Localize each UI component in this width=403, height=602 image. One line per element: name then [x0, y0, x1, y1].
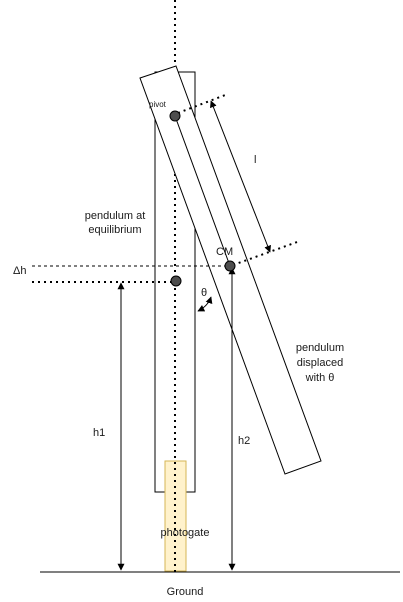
theta-label: θ [201, 287, 207, 299]
equilibrium-label-line1: pendulum at [85, 210, 146, 222]
h2-label: h2 [238, 435, 250, 447]
photogate-label: photogate [161, 527, 210, 539]
displaced-label-line3: with θ [305, 372, 335, 384]
delta-h-label: Δh [13, 265, 26, 277]
h1-label: h1 [93, 427, 105, 439]
equilibrium-cm-dot [170, 275, 182, 287]
pivot-dot [169, 110, 181, 122]
ground-label: Ground [167, 586, 204, 598]
displaced-label-line2: displaced [297, 357, 343, 369]
length-label: l [254, 154, 256, 166]
length-arrow [210, 100, 271, 253]
equilibrium-label-line2: equilibrium [88, 224, 141, 236]
pivot-label: pivot [149, 100, 167, 109]
displaced-label-line1: pendulum [296, 342, 344, 354]
displaced-cm-dot [224, 260, 236, 272]
theta-arc [197, 296, 213, 312]
cm-label: CM [216, 246, 233, 258]
